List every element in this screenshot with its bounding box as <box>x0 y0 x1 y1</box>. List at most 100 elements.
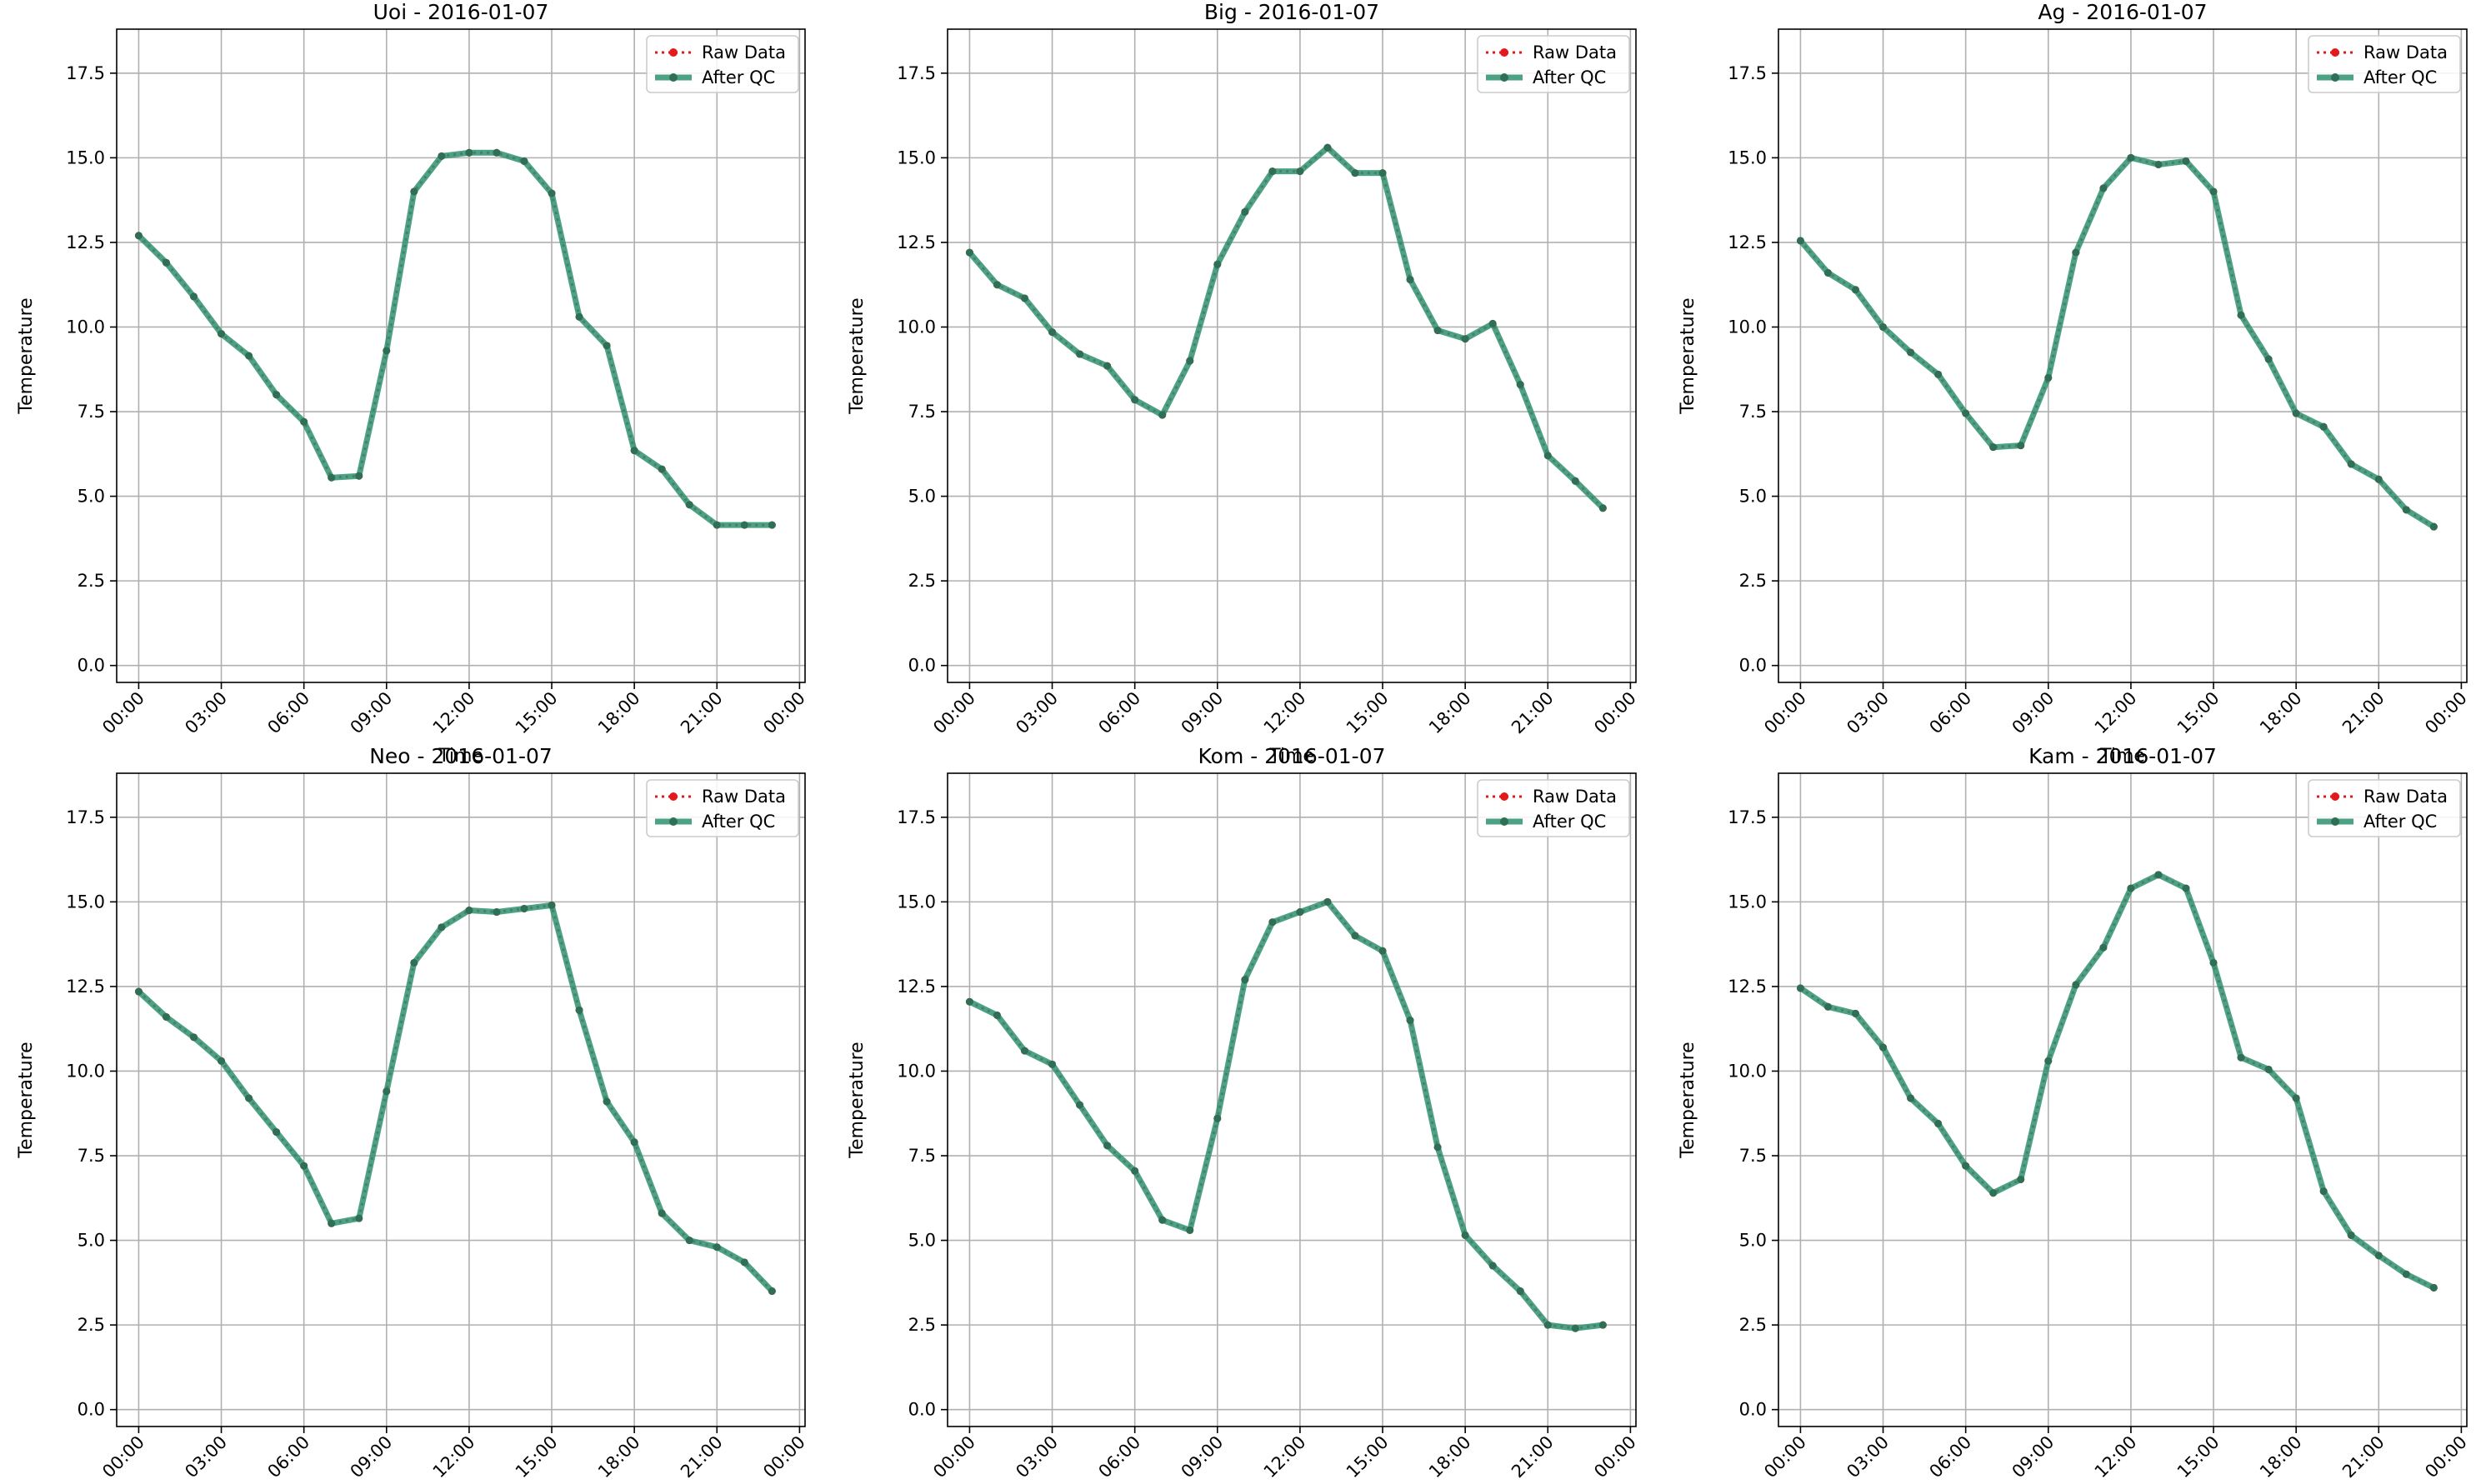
after-qc-point <box>2264 1065 2273 1073</box>
after-qc-point <box>2154 160 2163 168</box>
y-tick-label: 17.5 <box>1728 807 1767 827</box>
after-qc-point <box>1021 294 1029 302</box>
after-qc-point <box>630 1138 638 1147</box>
after-qc-point <box>1934 1119 1943 1127</box>
after-qc-point <box>2347 460 2355 468</box>
x-tick-label: 06:00 <box>263 1432 313 1482</box>
after-qc-point <box>162 258 170 267</box>
after-qc-point <box>1131 396 1139 404</box>
after-qc-point <box>713 1243 721 1252</box>
y-tick-label: 12.5 <box>1728 232 1767 252</box>
after-qc-point <box>245 1094 253 1102</box>
chart-title: Uoi - 2016-01-07 <box>373 0 549 24</box>
after-qc-point <box>713 521 721 529</box>
after-qc-point <box>2292 1094 2300 1102</box>
chart-panel: Kam - 2016-01-07 0.0 2.5 5.0 7.5 10.0 12.5 15.0… <box>1678 744 2471 1482</box>
after-qc-line <box>967 144 1605 511</box>
after-qc-point <box>134 987 143 996</box>
after-qc-line <box>136 149 773 528</box>
after-qc-point <box>410 958 418 967</box>
after-qc-point <box>383 347 391 355</box>
y-tick-label: 0.0 <box>1739 1400 1767 1420</box>
y-tick-label: 0.0 <box>78 656 105 676</box>
after-qc-point <box>1048 328 1057 337</box>
y-tick-label: 17.5 <box>897 807 936 827</box>
y-tick-label: 17.5 <box>897 63 936 83</box>
y-tick-label: 0.0 <box>908 1400 936 1420</box>
legend-qc-marker <box>1500 73 1508 82</box>
legend: Raw Data After QC <box>1477 35 1630 93</box>
legend-raw-marker <box>669 792 678 801</box>
y-tick-label: 15.0 <box>1728 892 1767 912</box>
axes-frame <box>116 28 806 683</box>
after-qc-point <box>2429 522 2438 531</box>
after-qc-point <box>603 342 611 350</box>
x-tick-label: 15:00 <box>512 1432 562 1482</box>
legend: Raw Data After QC <box>2308 35 2461 93</box>
y-tick-label: 15.0 <box>897 147 936 167</box>
after-qc-point <box>273 1128 281 1137</box>
legend-raw-label: Raw Data <box>1533 42 1617 62</box>
x-tick-label: 09:00 <box>1178 688 1228 738</box>
after-qc-point <box>134 232 143 240</box>
legend: Raw Data After QC <box>646 779 799 837</box>
x-tick-label: 18:00 <box>1425 1432 1475 1482</box>
after-qc-point <box>1268 167 1277 176</box>
y-tick-label: 7.5 <box>1739 1146 1767 1166</box>
x-tick-label: 09:00 <box>2008 1432 2058 1482</box>
after-qc-point <box>1186 1226 1194 1234</box>
legend-raw-marker <box>2331 48 2339 57</box>
after-qc-point <box>1571 477 1579 485</box>
after-qc-point <box>273 391 281 399</box>
after-qc-line <box>137 902 774 1293</box>
y-tick-label: 15.0 <box>66 147 105 167</box>
y-axis-label: Temperature <box>847 297 868 414</box>
x-tick-label: 00:00 <box>929 1432 979 1482</box>
x-tick-label: 12:00 <box>1260 688 1310 738</box>
x-tick-label: 15:00 <box>2173 688 2223 738</box>
after-qc-point <box>1351 932 1359 940</box>
y-tick-label: 10.0 <box>897 1061 936 1081</box>
after-qc-point <box>2209 958 2218 967</box>
after-qc-point <box>1296 167 1304 176</box>
after-qc-point <box>438 152 446 160</box>
after-qc-point <box>1103 1142 1112 1150</box>
after-qc-point <box>2127 153 2135 162</box>
after-qc-point <box>438 923 446 932</box>
after-qc-point <box>2374 475 2383 483</box>
after-qc-point <box>1907 348 1915 357</box>
x-tick-label: 06:00 <box>1925 688 1975 738</box>
y-tick-label: 2.5 <box>908 1315 936 1335</box>
y-tick-label: 12.5 <box>66 977 105 997</box>
chart-title: Big - 2016-01-07 <box>1204 0 1379 24</box>
y-tick-label: 7.5 <box>78 1146 105 1166</box>
raw-data-line <box>1799 873 2435 1289</box>
after-qc-point <box>1488 319 1497 327</box>
x-tick-label: 12:00 <box>2091 688 2141 738</box>
after-qc-point <box>575 1006 583 1014</box>
after-qc-point <box>328 1219 336 1227</box>
after-qc-point <box>1907 1094 1915 1102</box>
x-tick-label: 12:00 <box>1260 1432 1310 1482</box>
after-qc-point <box>1158 1216 1167 1224</box>
after-qc-point <box>1543 1321 1552 1329</box>
after-qc-point <box>2127 884 2135 892</box>
x-tick-label: 18:00 <box>2256 1432 2306 1482</box>
y-tick-label: 2.5 <box>78 571 105 591</box>
y-tick-label: 5.0 <box>1739 487 1767 507</box>
y-tick-label: 7.5 <box>908 1146 936 1166</box>
after-qc-point <box>2099 943 2108 952</box>
after-qc-point <box>2402 506 2410 514</box>
x-tick-label: 09:00 <box>1178 1432 1228 1482</box>
y-tick-label: 7.5 <box>1739 402 1767 422</box>
after-qc-point <box>1461 335 1469 343</box>
legend-qc-marker <box>669 73 678 82</box>
after-qc-point <box>2402 1270 2410 1278</box>
x-tick-label: 12:00 <box>429 1432 479 1482</box>
after-qc-point <box>1048 1060 1057 1068</box>
y-tick-label: 10.0 <box>1728 1061 1767 1081</box>
after-qc-point <box>1076 350 1084 358</box>
after-qc-point <box>493 908 501 917</box>
chart-title: Kam - 2016-01-07 <box>2028 744 2217 768</box>
